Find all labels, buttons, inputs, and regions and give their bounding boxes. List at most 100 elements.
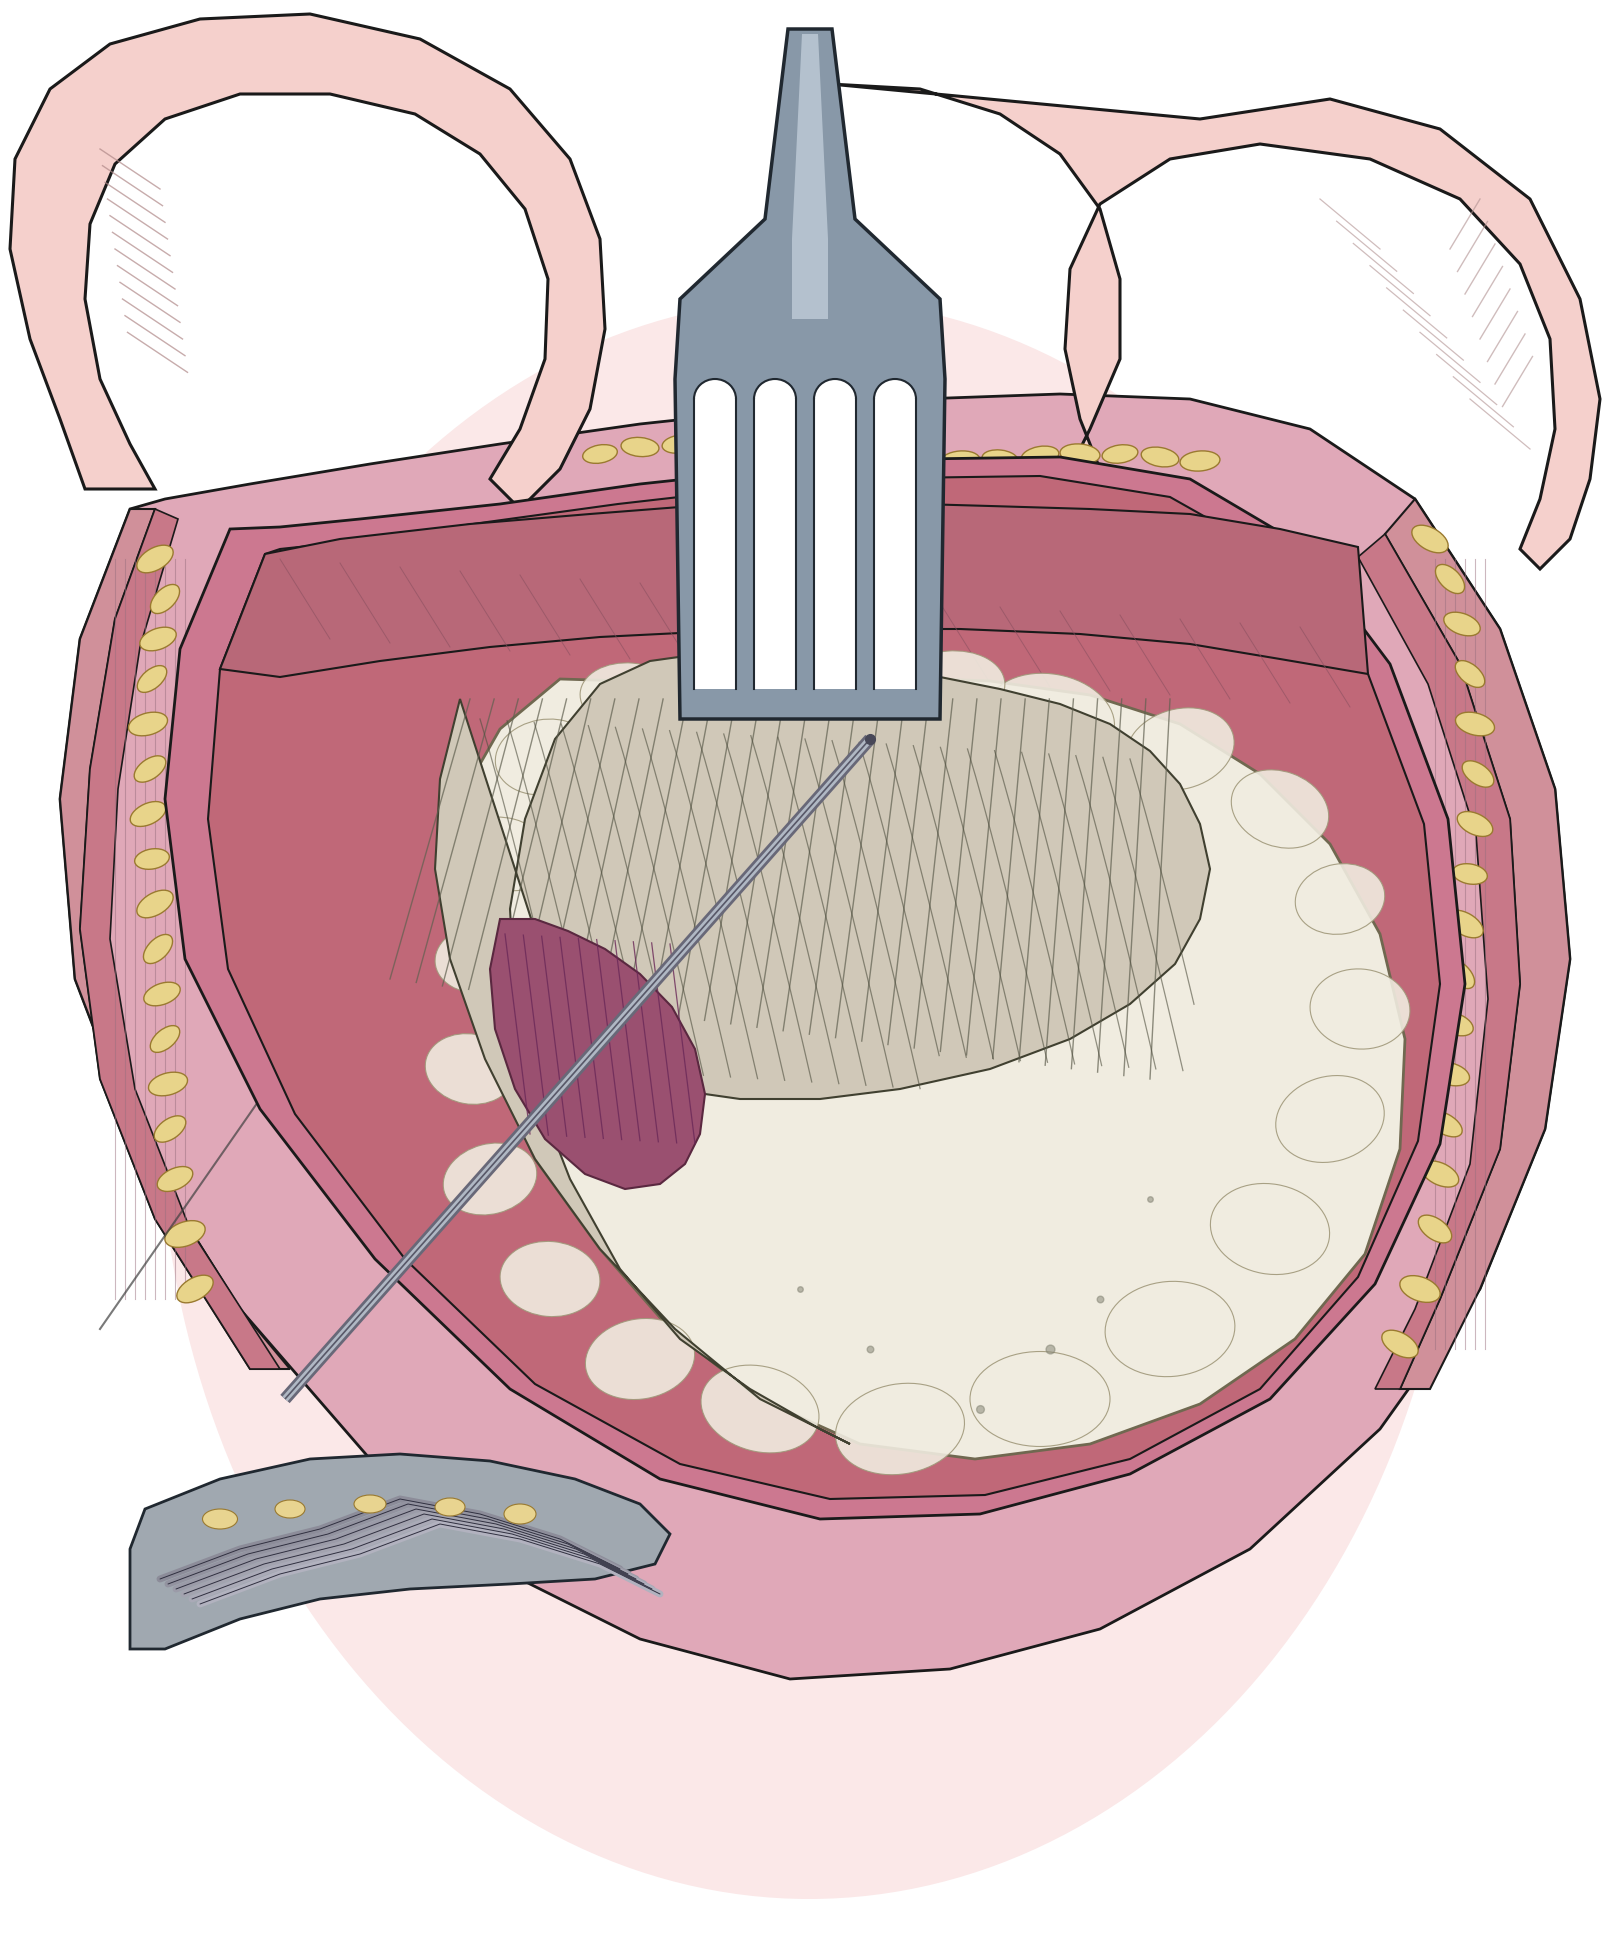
Ellipse shape [149, 1073, 188, 1097]
Ellipse shape [1022, 446, 1059, 468]
Ellipse shape [742, 436, 779, 454]
Ellipse shape [1412, 526, 1447, 553]
Ellipse shape [622, 438, 659, 458]
Ellipse shape [176, 1276, 214, 1303]
Ellipse shape [1452, 865, 1488, 884]
Ellipse shape [144, 982, 180, 1007]
Polygon shape [60, 395, 1570, 1679]
Ellipse shape [165, 1221, 206, 1249]
Ellipse shape [134, 756, 165, 783]
Polygon shape [130, 1455, 670, 1650]
Ellipse shape [803, 865, 897, 933]
Ellipse shape [874, 380, 916, 419]
Polygon shape [79, 510, 280, 1369]
Ellipse shape [782, 436, 819, 458]
Ellipse shape [1455, 713, 1494, 736]
Ellipse shape [580, 664, 680, 732]
Ellipse shape [1232, 771, 1329, 849]
Ellipse shape [850, 744, 950, 814]
Ellipse shape [1103, 446, 1138, 464]
Polygon shape [207, 477, 1439, 1500]
Ellipse shape [495, 719, 594, 795]
Ellipse shape [426, 1034, 515, 1105]
Polygon shape [1358, 534, 1520, 1389]
Ellipse shape [1141, 448, 1179, 468]
Ellipse shape [151, 584, 180, 614]
Ellipse shape [701, 434, 740, 454]
Ellipse shape [1436, 1013, 1473, 1036]
Ellipse shape [583, 446, 617, 464]
Ellipse shape [1436, 565, 1465, 594]
Ellipse shape [861, 446, 899, 464]
Ellipse shape [128, 713, 167, 736]
Ellipse shape [355, 1496, 385, 1514]
Ellipse shape [1211, 1184, 1329, 1274]
Ellipse shape [500, 1241, 601, 1317]
Ellipse shape [1400, 1276, 1441, 1303]
Ellipse shape [675, 651, 785, 725]
Ellipse shape [1125, 709, 1234, 791]
Ellipse shape [1428, 1112, 1462, 1138]
Polygon shape [10, 16, 606, 510]
Ellipse shape [970, 1352, 1111, 1447]
Ellipse shape [138, 545, 173, 573]
Ellipse shape [151, 1027, 180, 1052]
Ellipse shape [955, 777, 1044, 843]
Ellipse shape [1457, 812, 1493, 838]
Polygon shape [792, 35, 827, 319]
Polygon shape [220, 505, 1368, 678]
Ellipse shape [1060, 444, 1099, 466]
Ellipse shape [1421, 1161, 1459, 1188]
Ellipse shape [586, 1319, 695, 1401]
Ellipse shape [1180, 452, 1221, 471]
Ellipse shape [1276, 1075, 1384, 1163]
Ellipse shape [814, 380, 856, 419]
Ellipse shape [835, 1383, 965, 1475]
Bar [874, 399, 916, 690]
Ellipse shape [986, 674, 1114, 766]
Polygon shape [1384, 501, 1570, 1389]
Ellipse shape [138, 666, 167, 693]
Ellipse shape [1446, 960, 1475, 990]
Bar [754, 399, 797, 690]
Ellipse shape [202, 1510, 238, 1529]
Ellipse shape [1444, 614, 1480, 637]
Ellipse shape [1383, 1330, 1418, 1358]
Polygon shape [60, 510, 290, 1369]
Ellipse shape [144, 935, 173, 964]
Ellipse shape [138, 890, 173, 918]
Ellipse shape [695, 380, 737, 419]
Ellipse shape [1447, 912, 1483, 939]
Ellipse shape [907, 927, 994, 992]
Ellipse shape [1106, 1282, 1235, 1377]
Ellipse shape [275, 1500, 304, 1517]
Ellipse shape [701, 1366, 819, 1453]
Polygon shape [436, 655, 1209, 1443]
Ellipse shape [941, 452, 979, 471]
Ellipse shape [1295, 865, 1384, 935]
Ellipse shape [139, 627, 176, 651]
Ellipse shape [444, 1143, 538, 1216]
Ellipse shape [785, 649, 895, 721]
Ellipse shape [159, 300, 1459, 1899]
Ellipse shape [983, 450, 1018, 469]
Ellipse shape [754, 380, 797, 419]
Ellipse shape [662, 436, 698, 454]
Ellipse shape [436, 1498, 465, 1516]
Polygon shape [491, 919, 704, 1190]
Ellipse shape [130, 803, 165, 828]
Ellipse shape [154, 1116, 186, 1143]
Ellipse shape [1455, 660, 1485, 688]
Ellipse shape [895, 651, 1005, 725]
Polygon shape [675, 29, 945, 719]
Ellipse shape [504, 1504, 536, 1523]
Polygon shape [450, 678, 1405, 1459]
Ellipse shape [436, 925, 525, 993]
Bar [695, 399, 737, 690]
Ellipse shape [821, 440, 860, 460]
Polygon shape [831, 86, 1600, 569]
Ellipse shape [134, 849, 170, 871]
Bar [814, 399, 856, 690]
Ellipse shape [902, 450, 939, 469]
Ellipse shape [1418, 1216, 1452, 1243]
